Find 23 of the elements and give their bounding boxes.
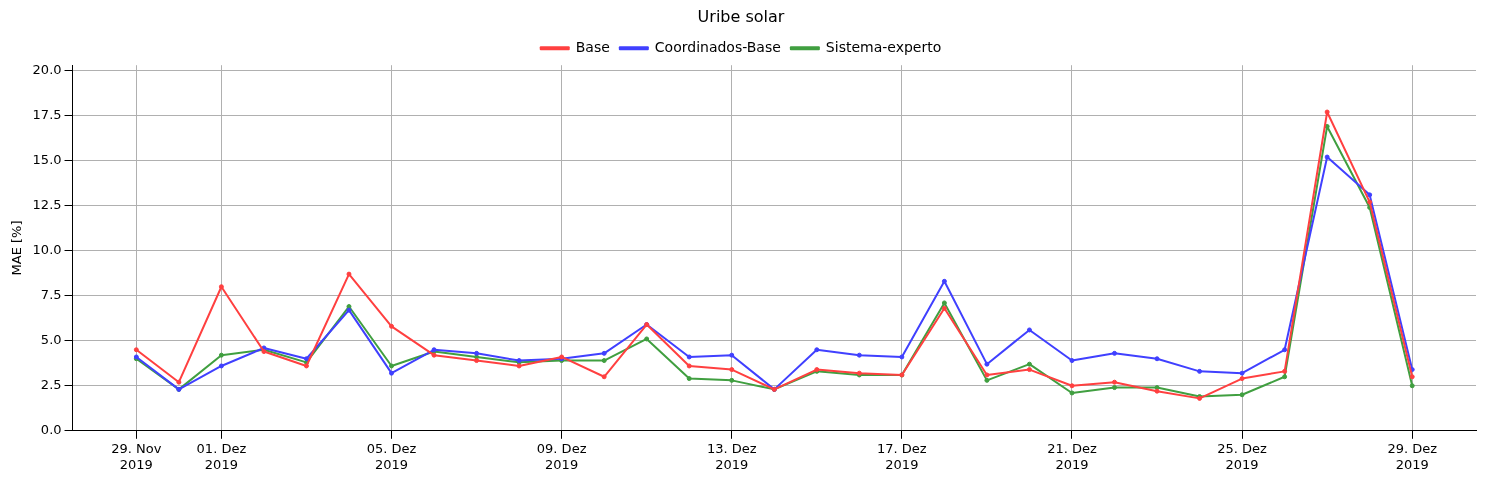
x-tick-label: 09. Dez 2019: [536, 440, 587, 472]
y-tick-label: 15.0: [32, 152, 62, 168]
legend-label: Sistema-experto: [825, 38, 942, 55]
x-tick-label: 13. Dez 2019: [706, 440, 757, 472]
chart-title: Uribe solar: [697, 6, 785, 26]
x-tick-label: 01. Dez 2019: [196, 440, 247, 472]
y-tick-label: 2.5: [40, 377, 62, 393]
x-tick-label: 29. Dez 2019: [1387, 440, 1438, 472]
x-tick-label: 05. Dez 2019: [366, 440, 417, 472]
y-axis-title: MAE [%]: [9, 220, 25, 276]
legend-label: Coordinados-Base: [654, 38, 781, 55]
x-tick-label: 17. Dez 2019: [877, 440, 927, 472]
y-tick-label: 10.0: [32, 242, 62, 258]
y-tick-label: 0.0: [40, 422, 62, 438]
y-tick-label: 20.0: [32, 61, 62, 77]
y-tick-label: 12.5: [32, 197, 62, 213]
x-tick-label: 29. Nov 2019: [111, 440, 162, 472]
y-tick-label: 17.5: [32, 107, 62, 122]
x-tick-label: 25. Dez 2019: [1217, 440, 1268, 472]
y-tick-label: 7.5: [40, 287, 62, 303]
x-tick-label: 21. Dez 2019: [1047, 440, 1097, 472]
legend-label: Base: [575, 38, 610, 55]
y-tick-label: 5.0: [40, 332, 62, 348]
